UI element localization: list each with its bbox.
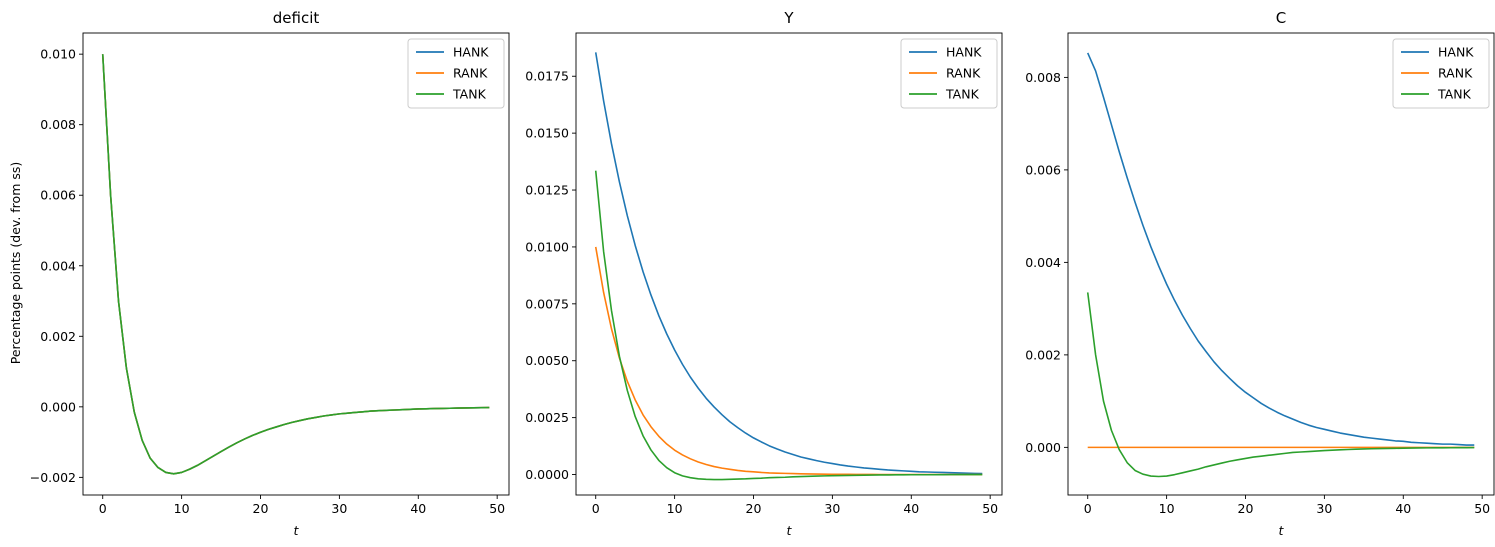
x-tick-label: 0	[99, 501, 107, 516]
y-tick-label: 0.0100	[525, 239, 569, 254]
x-tick-label: 50	[489, 501, 505, 516]
x-tick-label: 10	[174, 501, 190, 516]
x-tick-label: 40	[410, 501, 426, 516]
legend-label-rank: RANK	[946, 66, 981, 81]
y-tick-label: 0.0125	[525, 183, 569, 198]
y-tick-label: 0.004	[40, 258, 76, 273]
x-tick-label: 30	[1316, 501, 1332, 516]
legend-box	[900, 38, 998, 109]
y-tick-label: 0.006	[40, 188, 76, 203]
x-tick-label: 50	[982, 501, 998, 516]
x-tick-label: 30	[331, 501, 347, 516]
x-axis-label-c: t	[1279, 523, 1285, 538]
panel-y: Y t 0 10 20 30 40 50 0.0000 0.0025 0.0050 0.0075 0…	[525, 9, 1003, 538]
x-tick-label: 40	[1395, 501, 1411, 516]
y-tick-label: 0.004	[1025, 255, 1061, 270]
y-tick-label: 0.010	[40, 47, 76, 62]
y-tick-label: 0.0025	[525, 410, 569, 425]
series-line-tank	[594, 170, 983, 481]
axes-frame	[82, 32, 510, 496]
series-line-tank	[1086, 292, 1475, 478]
panel-title-y: Y	[783, 9, 794, 27]
y-tick-label: 0.0000	[525, 467, 569, 482]
y-tick-label: 0.008	[40, 117, 76, 132]
x-tick-label: 20	[1238, 501, 1254, 516]
legend-label-tank: TANK	[452, 87, 487, 102]
x-tick-label: 20	[746, 501, 762, 516]
x-tick-label: 10	[667, 501, 683, 516]
y-tick-label: 0.0050	[525, 353, 569, 368]
y-tick-label: 0.0175	[525, 69, 569, 84]
series-line-tank	[101, 54, 490, 475]
panel-c: C t 0 10 20 30 40 50 0.000 0.002 0.004 0.006 0.008…	[1025, 9, 1495, 538]
legend-label-hank: HANK	[1438, 45, 1474, 60]
y-tick-label: 0.000	[1025, 440, 1061, 455]
x-tick-label: 10	[1159, 501, 1175, 516]
series-line-hank	[101, 54, 490, 475]
legend: HANK RANK TANK	[1392, 38, 1490, 109]
panel-title-c: C	[1276, 9, 1286, 27]
series-line-rank	[594, 246, 983, 476]
series-line-hank	[1086, 52, 1475, 446]
x-tick-label: 0	[1084, 501, 1092, 516]
axes-frame	[575, 32, 1003, 496]
shared-y-axis-label: Percentage points (dev. from ss)	[8, 162, 23, 365]
y-tick-label: 0.0150	[525, 126, 569, 141]
y-tick-label: 0.000	[40, 399, 76, 414]
legend-label-hank: HANK	[453, 45, 489, 60]
legend-label-tank: TANK	[1437, 87, 1472, 102]
panel-title-deficit: deficit	[273, 9, 320, 27]
legend-label-tank: TANK	[945, 87, 980, 102]
x-tick-label: 50	[1474, 501, 1490, 516]
legend-label-rank: RANK	[1438, 66, 1473, 81]
y-tick-label: 0.006	[1025, 162, 1061, 177]
series-line-hank	[594, 52, 983, 475]
x-tick-label: 40	[903, 501, 919, 516]
y-tick-label: 0.002	[1025, 347, 1061, 362]
y-tick-label: 0.008	[1025, 70, 1061, 85]
y-tick-label: 0.0075	[525, 296, 569, 311]
legend-label-hank: HANK	[946, 45, 982, 60]
legend: HANK RANK TANK	[900, 38, 998, 109]
x-tick-label: 20	[253, 501, 269, 516]
legend-box	[407, 38, 505, 109]
x-tick-label: 30	[824, 501, 840, 516]
x-axis-label-y: t	[787, 523, 793, 538]
x-tick-label: 0	[592, 501, 600, 516]
x-axis-label-deficit: t	[294, 523, 300, 538]
axes-frame	[1067, 32, 1495, 496]
legend-label-rank: RANK	[453, 66, 488, 81]
y-tick-label: 0.002	[40, 329, 76, 344]
legend: HANK RANK TANK	[407, 38, 505, 109]
panel-deficit: deficit t 0 10 20 30 40 50 −0.002 0.000 0.002 0.0…	[30, 9, 510, 538]
series-line-rank	[101, 54, 490, 475]
legend-box	[1392, 38, 1490, 109]
y-tick-label: −0.002	[30, 470, 76, 485]
